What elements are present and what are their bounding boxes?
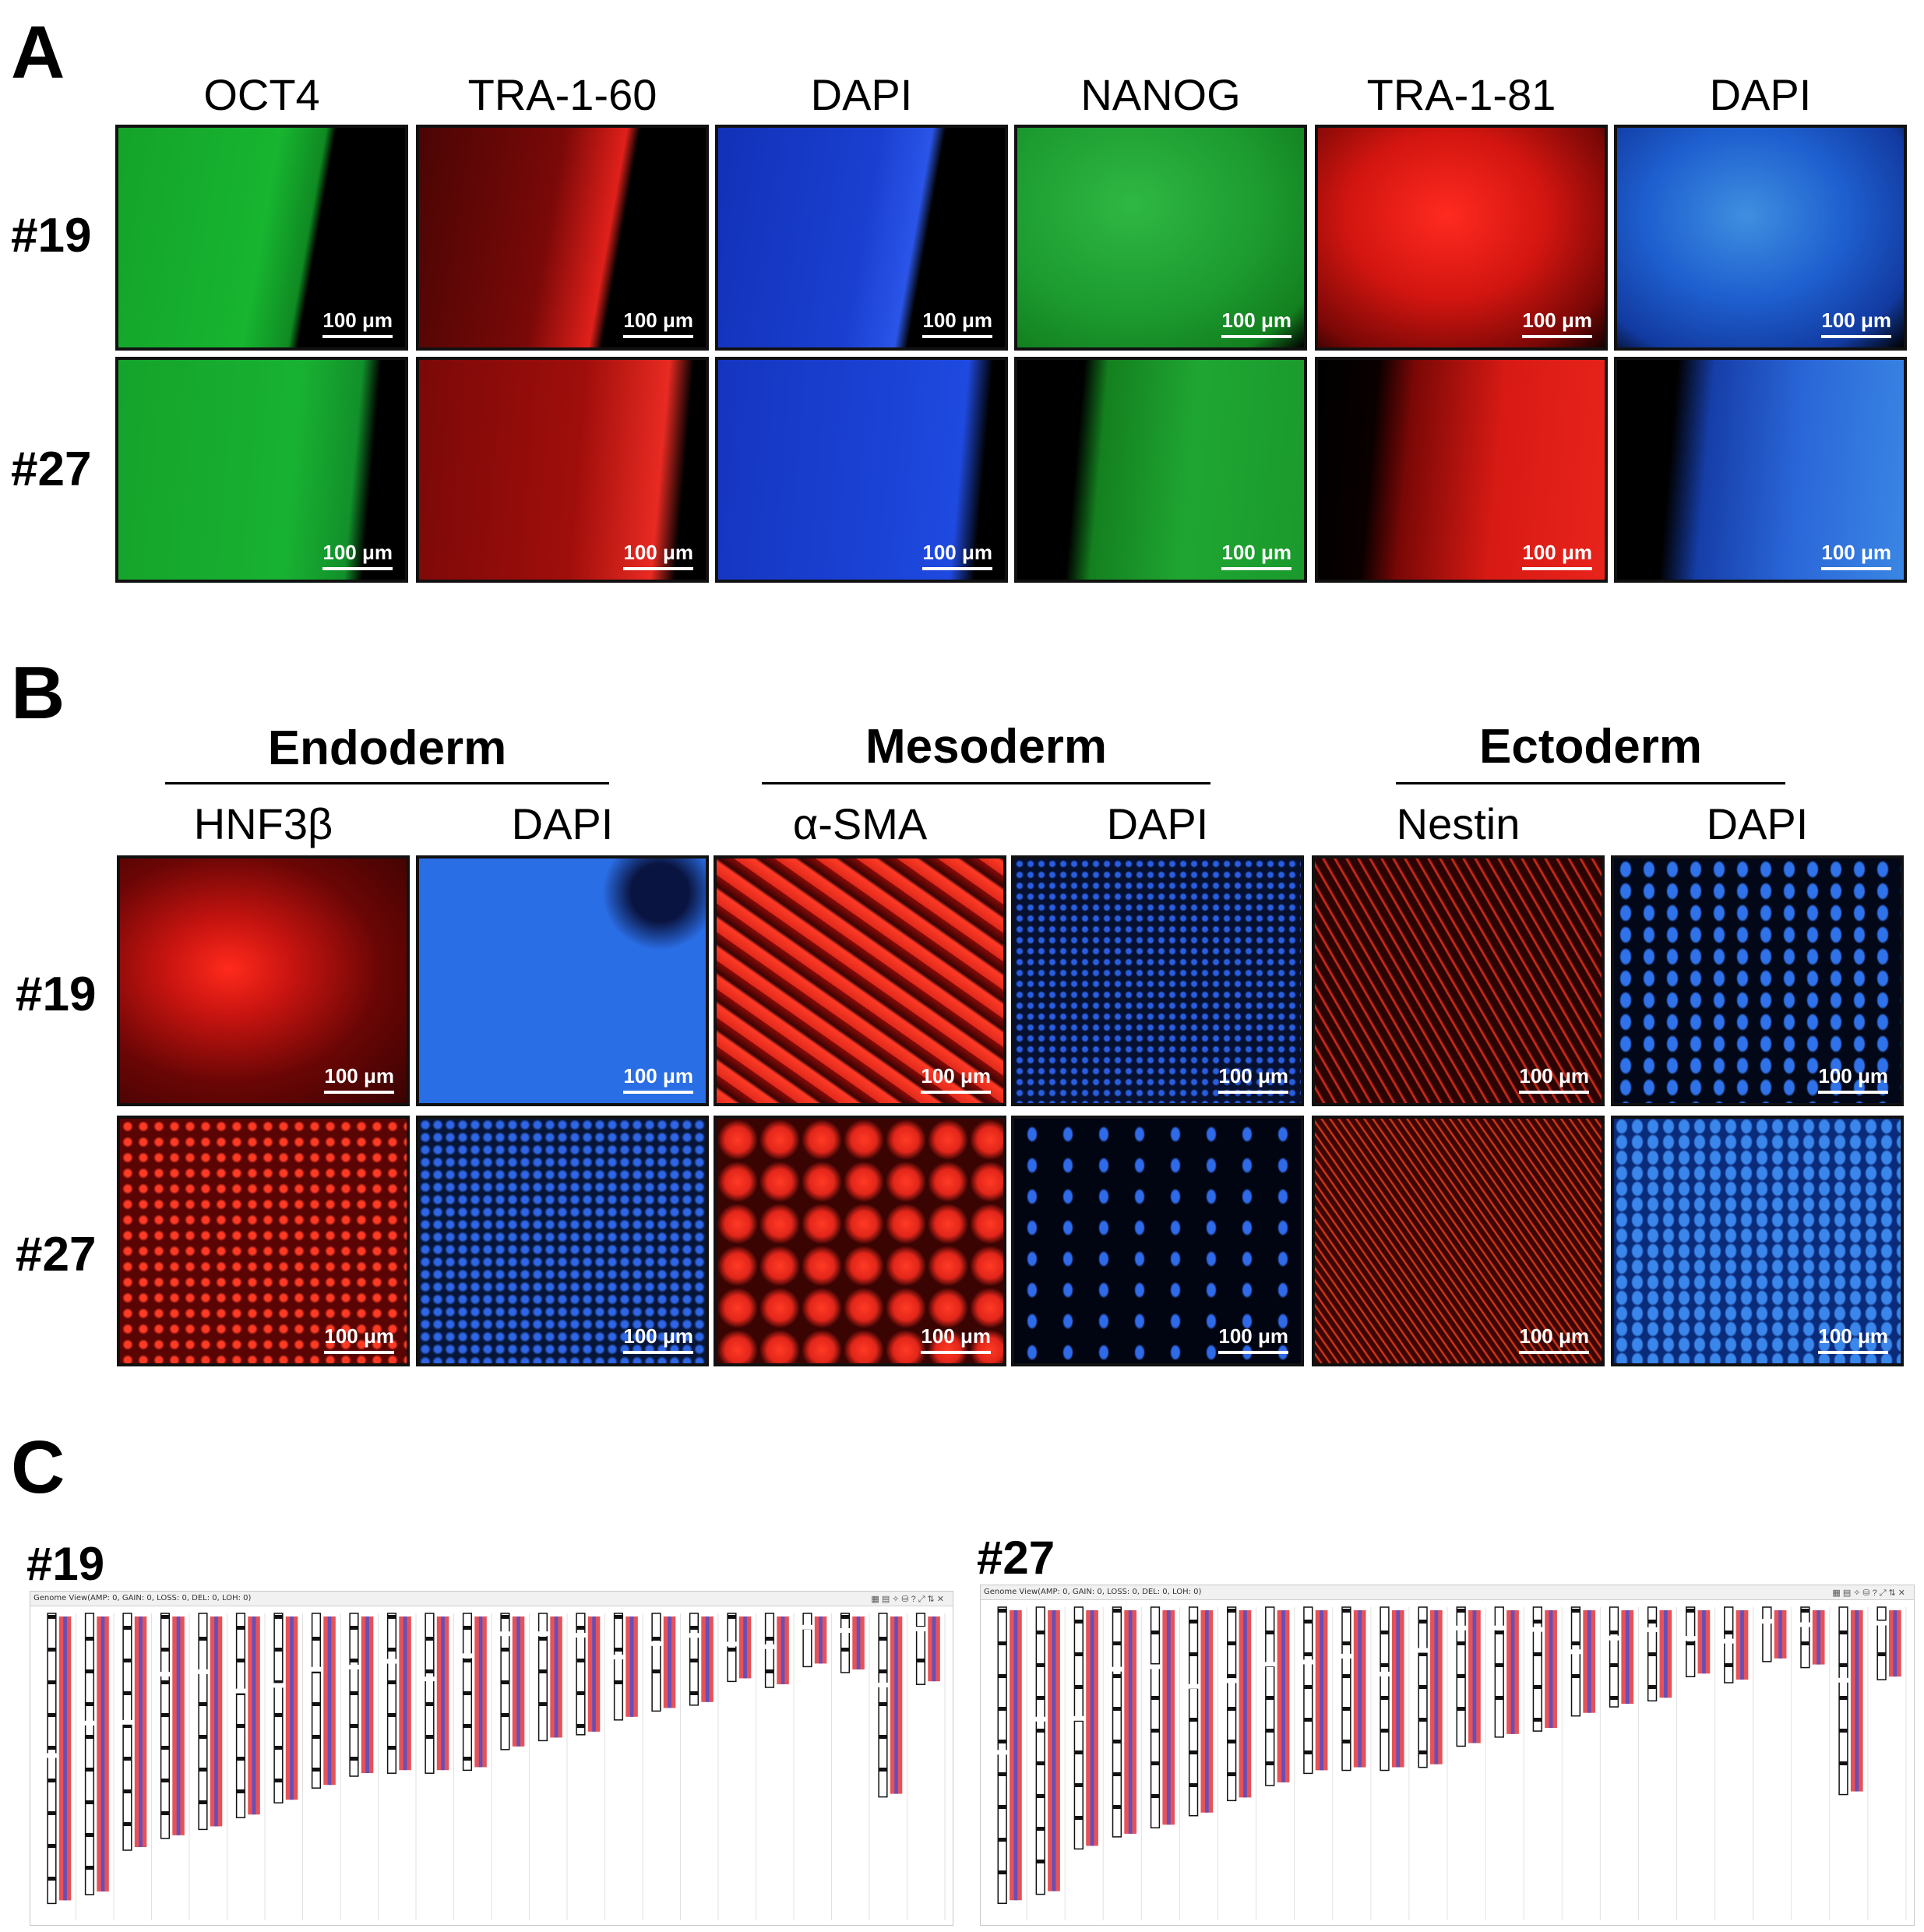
micrograph-dapi-mesoderm-19: 100 μm [1011,855,1304,1106]
micrograph-asma-27: 100 μm [714,1116,1006,1366]
group-label-endoderm: Endoderm [267,721,507,775]
genome-view-toolbar-icons[interactable]: ▦▤✧⛁?⤢⇅✕ [1832,1588,1908,1598]
group-label-mesoderm: Mesoderm [865,720,1108,774]
scale-bar: 100 μm [922,310,992,338]
panel-a-col-label: NANOG [1080,70,1241,119]
micrograph-dapi-mesoderm-27: 100 μm [1011,1116,1304,1366]
micrograph-oct4-27: 100 μm [115,357,408,583]
genome-view-toolbar-icons[interactable]: ▦▤✧⛁?⤢⇅✕ [871,1595,946,1604]
panel-c-letter: C [11,1426,65,1509]
genome-view-panel: Genome View(AMP: 0, GAIN: 0, LOSS: 0, DE… [980,1585,1915,1926]
panel-b-col-label: HNF3β [193,799,333,848]
scale-bar: 100 μm [324,1326,394,1354]
panel-b-col-label: DAPI [511,799,614,848]
panel-b-letter: B [11,651,65,735]
micrograph-dapi-a-19: 100 μm [715,125,1008,351]
scale-bar: 100 μm [623,542,693,570]
micrograph-hnf3b-19: 100 μm [117,855,410,1106]
scale-bar: 100 μm [1818,1066,1888,1094]
genome-view-label: #19 [26,1538,105,1590]
micrograph-dapi-endoderm-27: 100 μm [416,1116,709,1366]
genome-view-header: Genome View(AMP: 0, GAIN: 0, LOSS: 0, DE… [981,1585,1914,1600]
scale-bar: 100 μm [1522,310,1592,338]
micrograph-tra160-27: 100 μm [416,357,709,583]
scale-bar: 100 μm [1221,310,1291,338]
micrograph-tra181-19: 100 μm [1315,125,1608,351]
micrograph-tra160-19: 100 μm [416,125,709,351]
panel-a-col-label: OCT4 [203,70,320,119]
micrograph-oct4-19: 100 μm [115,125,408,351]
micrograph-tra181-27: 100 μm [1315,357,1608,583]
genome-view-label: #27 [977,1532,1055,1584]
scale-bar: 100 μm [1818,1326,1888,1354]
micrograph-nestin-27: 100 μm [1312,1116,1605,1366]
micrograph-dapi-a2-27: 100 μm [1614,357,1907,583]
panel-a-col-label: TRA-1-81 [1366,70,1556,119]
scale-bar: 100 μm [1522,542,1592,570]
micrograph-nanog-27: 100 μm [1014,357,1307,583]
scale-bar: 100 μm [921,1066,991,1094]
panel-a-col-label: TRA-1-60 [467,70,657,119]
panel-b-row-label: #27 [16,1228,97,1282]
panel-a-row-label: #19 [11,209,92,263]
scale-bar: 100 μm [623,1066,693,1094]
scale-bar: 100 μm [623,310,693,338]
scale-bar: 100 μm [922,542,992,570]
scale-bar: 100 μm [1519,1066,1589,1094]
scale-bar: 100 μm [1221,542,1291,570]
group-underline [762,782,1210,784]
scale-bar: 100 μm [921,1326,991,1354]
scale-bar: 100 μm [1519,1326,1589,1354]
micrograph-nanog-19: 100 μm [1014,125,1307,351]
genome-view-panel: Genome View(AMP: 0, GAIN: 0, LOSS: 0, DE… [30,1591,953,1926]
scale-bar: 100 μm [1821,542,1891,570]
micrograph-dapi-ectoderm-27: 100 μm [1611,1116,1904,1366]
group-label-ectoderm: Ectoderm [1479,720,1702,774]
panel-a-col-label: DAPI [810,70,913,119]
scale-bar: 100 μm [324,1066,394,1094]
panel-b-row-label: #19 [16,968,97,1021]
panel-b-col-label: DAPI [1106,799,1209,848]
genome-ideogram [997,1606,1907,1920]
panel-a-col-label: DAPI [1709,70,1812,119]
group-underline [165,782,609,784]
panel-a-letter: A [11,11,65,94]
genome-ideogram [47,1613,946,1920]
scale-bar: 100 μm [1218,1066,1288,1094]
micrograph-dapi-a2-19: 100 μm [1614,125,1907,351]
scale-bar: 100 μm [1821,310,1891,338]
panel-b-col-label: DAPI [1706,799,1809,848]
scale-bar: 100 μm [1218,1326,1288,1354]
micrograph-dapi-ectoderm-19: 100 μm [1611,855,1904,1106]
micrograph-asma-19: 100 μm [714,855,1006,1106]
scale-bar: 100 μm [322,310,393,338]
micrograph-dapi-a-27: 100 μm [715,357,1008,583]
micrograph-nestin-19: 100 μm [1312,855,1605,1106]
panel-b-col-label: α-SMA [792,799,928,848]
genome-view-header: Genome View(AMP: 0, GAIN: 0, LOSS: 0, DE… [30,1592,953,1606]
scale-bar: 100 μm [623,1326,693,1354]
panel-b-col-label: Nestin [1396,799,1521,848]
scale-bar: 100 μm [322,542,393,570]
panel-a-row-label: #27 [11,442,92,496]
micrograph-hnf3b-27: 100 μm [117,1116,410,1366]
group-underline [1396,782,1785,784]
micrograph-dapi-endoderm-19: 100 μm [416,855,709,1106]
